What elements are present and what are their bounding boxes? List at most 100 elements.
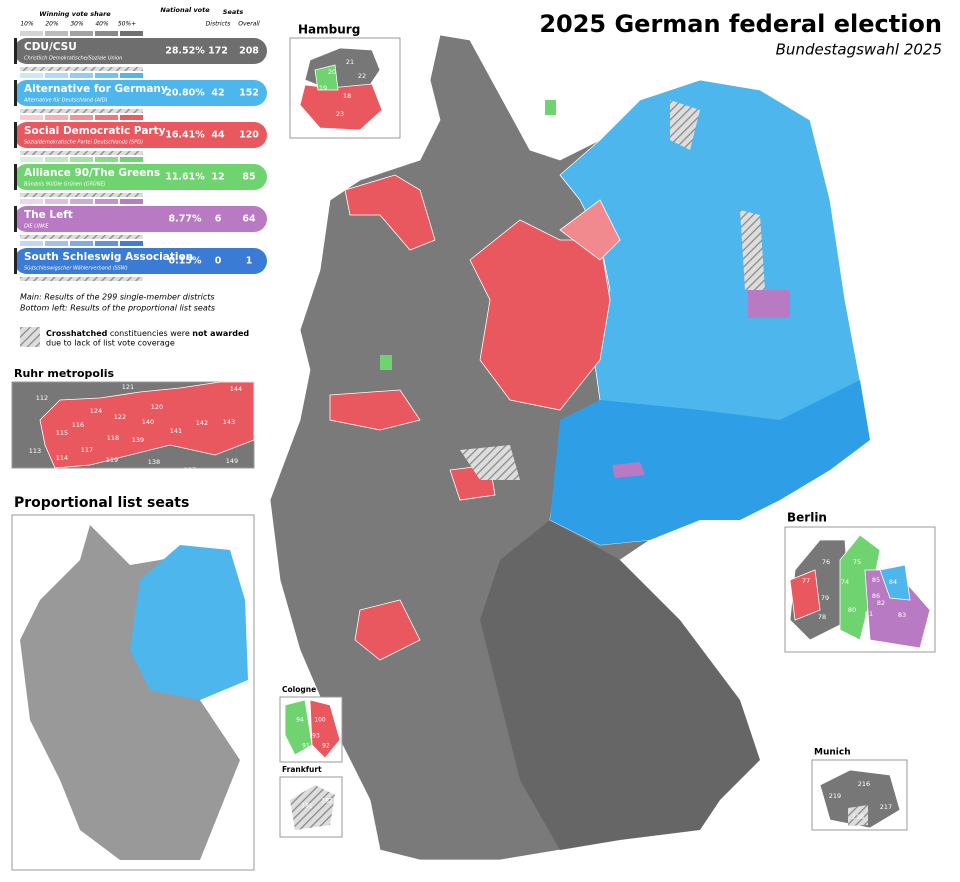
note: Bottom left: Results of the proportional… (20, 304, 215, 313)
party-accent (14, 38, 17, 64)
inset-title: Frankfurt (282, 765, 322, 774)
share-swatch (45, 241, 68, 246)
share-swatch (20, 31, 43, 36)
district-label: 116 (72, 421, 84, 429)
district-label: 149 (226, 457, 238, 465)
party-accent (14, 164, 17, 190)
party-overall: 85 (242, 172, 255, 183)
district-label: 79 (821, 594, 829, 602)
district-label: 143 (223, 418, 235, 426)
legend-header: National vote (160, 6, 210, 14)
district-label: 76 (822, 558, 830, 566)
party-name: Alliance 90/The Greens (24, 167, 160, 179)
cologne-inset: Cologne (279, 685, 343, 763)
district-label: 119 (106, 456, 118, 464)
inset-title: Munich (814, 748, 851, 758)
party-subname: Christlich Demokratische/Soziale Union (24, 56, 122, 62)
share-swatch (70, 31, 93, 36)
party-row (14, 122, 267, 148)
district-label: 100 (314, 717, 326, 724)
share-swatch (120, 73, 143, 78)
district-label: 138 (148, 458, 160, 466)
district-label: 86 (872, 592, 880, 600)
party-row (14, 80, 267, 106)
party-row (14, 248, 267, 274)
hatch-strip (20, 151, 143, 155)
district-label: 19 (319, 84, 327, 92)
frankfurt-inset: Frankfurt (279, 765, 343, 838)
party-vote: 28.52% (165, 46, 205, 57)
hatch-strip (20, 235, 143, 239)
party-overall: 1 (246, 256, 253, 267)
party-row (14, 206, 267, 232)
district-label: 93 (312, 733, 320, 740)
district-label: 105 (61, 470, 73, 478)
district-label: 112 (36, 394, 48, 402)
party-overall: 208 (239, 46, 259, 57)
district-label: 18 (343, 92, 351, 100)
party-accent (14, 248, 17, 274)
share-swatch (70, 115, 93, 120)
share-swatch (120, 199, 143, 204)
party-subname: Südschleswigscher Wählerverband (SSW) (24, 266, 128, 272)
district-label: 82 (877, 599, 885, 607)
district-label: 142 (196, 419, 208, 427)
party-districts: 0 (215, 256, 222, 267)
share-swatch (120, 31, 143, 36)
district-label: 91 (302, 743, 310, 750)
district-label: 144 (230, 385, 242, 393)
share-swatch (95, 115, 118, 120)
share-swatch (95, 73, 118, 78)
district-label: 216 (858, 780, 870, 788)
note: Crosshatched constituencies were not awa… (46, 329, 249, 338)
party-districts: 12 (211, 172, 224, 183)
title: 2025 German federal election (539, 10, 942, 38)
party-name: Alternative for Germany (24, 83, 168, 95)
hatch-strip (20, 67, 143, 71)
share-tick: 40% (95, 21, 109, 28)
district-label: 78 (818, 613, 826, 621)
party-subname: Bündnis 90/Die Grünen (GRÜNE) (24, 181, 106, 188)
district-label: 75 (853, 558, 861, 566)
district-label: 92 (322, 743, 330, 750)
inset-title: Hamburg (298, 23, 360, 37)
party-subname: Alternative für Deutschland (AfD) (23, 98, 108, 104)
munich-inset: Munich (811, 748, 908, 831)
district-label: 114 (56, 454, 68, 462)
district-label: 85 (872, 576, 880, 584)
share-swatch (20, 115, 43, 120)
district-label: 122 (114, 413, 126, 421)
note: due to lack of list vote coverage (46, 339, 175, 348)
share-swatch (70, 199, 93, 204)
legend-header: Winning vote share (39, 10, 111, 18)
party-subname: DIE LINKE (24, 224, 49, 230)
hamburg-inset: Hamburg (289, 23, 401, 139)
inset-title: Proportional list seats (14, 495, 189, 511)
share-swatch (45, 115, 68, 120)
party-vote: 20.80% (165, 88, 205, 99)
share-tick: 20% (45, 21, 59, 28)
ruhr-inset: Ruhr metropolis (11, 367, 255, 469)
share-swatch (20, 157, 43, 162)
party-accent (14, 80, 17, 106)
share-swatch (120, 241, 143, 246)
district-label: 83 (898, 611, 906, 619)
share-swatch (95, 241, 118, 246)
legend-header: Districts (206, 21, 231, 28)
district-label: 218 (852, 813, 864, 821)
share-swatch (70, 241, 93, 246)
district-label: 120 (151, 403, 163, 411)
party-vote: 0.15% (169, 256, 202, 267)
district-label: 94 (296, 717, 304, 724)
share-swatch (45, 157, 68, 162)
hatch-strip (20, 193, 143, 197)
district-label: 113 (29, 447, 41, 455)
share-swatch (20, 73, 43, 78)
share-swatch (45, 199, 68, 204)
party-overall: 152 (239, 88, 259, 99)
inset-title: Cologne (282, 685, 316, 694)
party-row (14, 164, 267, 190)
district-label: 80 (848, 606, 856, 614)
district-label: 20 (328, 68, 336, 76)
share-swatch (95, 31, 118, 36)
